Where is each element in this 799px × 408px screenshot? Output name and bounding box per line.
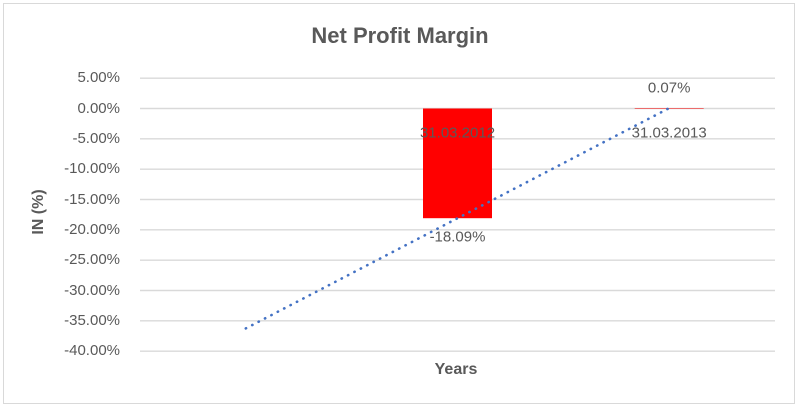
chart-title: Net Profit Margin bbox=[311, 23, 489, 48]
data-label: 0.07% bbox=[647, 79, 691, 97]
chart-area-border bbox=[3, 3, 795, 404]
bar-31.03.2012 bbox=[423, 108, 492, 219]
x-category-label: 31.03.2012 bbox=[419, 124, 496, 141]
y-tick-label: -30.00% bbox=[64, 281, 120, 299]
trendline-dotted bbox=[244, 106, 671, 330]
y-tick-label: 5.00% bbox=[77, 69, 120, 87]
y-tick-label: -10.00% bbox=[64, 160, 120, 178]
y-tick-label: -35.00% bbox=[64, 311, 120, 329]
x-axis-title: Years bbox=[434, 361, 478, 378]
x-category-label: 31.03.2013 bbox=[631, 124, 707, 141]
bar-31.03.2013 bbox=[634, 108, 704, 109]
y-tick-label: -5.00% bbox=[72, 129, 120, 147]
y-tick-label: -25.00% bbox=[64, 251, 120, 269]
data-label: -18.09% bbox=[429, 228, 486, 246]
y-tick-label: 0.00% bbox=[77, 99, 120, 117]
y-axis-title: IN (%) bbox=[30, 189, 47, 235]
y-tick-label: -15.00% bbox=[64, 190, 120, 208]
y-tick-label: -20.00% bbox=[64, 220, 120, 238]
y-tick-label: -40.00% bbox=[64, 342, 120, 360]
